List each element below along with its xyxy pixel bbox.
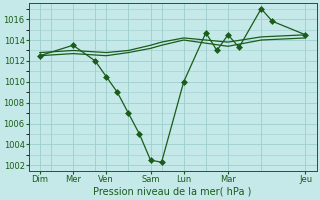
X-axis label: Pression niveau de la mer( hPa ): Pression niveau de la mer( hPa ) (93, 187, 252, 197)
